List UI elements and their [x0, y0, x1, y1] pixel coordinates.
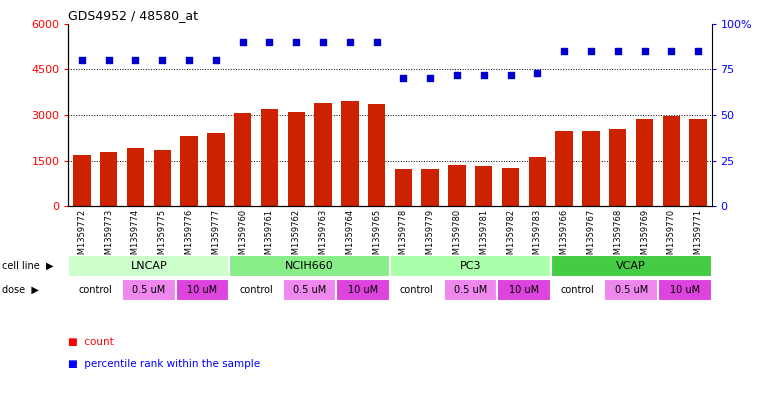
Bar [395, 169, 412, 206]
Point [505, 72, 517, 78]
Text: ■  percentile rank within the sample: ■ percentile rank within the sample [68, 358, 260, 369]
Bar [283, 279, 336, 301]
Point [585, 48, 597, 54]
Bar [390, 255, 551, 277]
Bar [68, 255, 229, 277]
Text: control: control [239, 285, 273, 295]
Bar [604, 279, 658, 301]
Bar [556, 131, 573, 206]
Bar [154, 150, 171, 206]
Bar [229, 279, 283, 301]
Point [397, 75, 409, 82]
Point [638, 48, 651, 54]
Text: PC3: PC3 [460, 261, 481, 271]
Bar [551, 279, 604, 301]
Bar [422, 169, 439, 206]
Bar [288, 112, 305, 206]
Text: GDS4952 / 48580_at: GDS4952 / 48580_at [68, 9, 199, 22]
Text: NCIH660: NCIH660 [285, 261, 334, 271]
Point [263, 39, 275, 45]
Bar [341, 101, 358, 206]
Point [129, 57, 142, 63]
Text: control: control [561, 285, 594, 295]
Text: ■  count: ■ count [68, 337, 114, 347]
Text: control: control [78, 285, 112, 295]
Text: 10 uM: 10 uM [187, 285, 218, 295]
Text: 0.5 uM: 0.5 uM [293, 285, 326, 295]
Text: 10 uM: 10 uM [509, 285, 539, 295]
Text: 0.5 uM: 0.5 uM [615, 285, 648, 295]
Point [531, 70, 543, 76]
Bar [100, 151, 117, 206]
Point [478, 72, 490, 78]
Point [692, 48, 704, 54]
Point [344, 39, 356, 45]
Bar [234, 114, 251, 206]
Bar [658, 279, 712, 301]
Point [371, 39, 383, 45]
Point [210, 57, 222, 63]
Bar [68, 279, 122, 301]
Text: 0.5 uM: 0.5 uM [132, 285, 165, 295]
Point [290, 39, 302, 45]
Bar [609, 129, 626, 206]
Bar [261, 109, 279, 206]
Bar [176, 279, 229, 301]
Bar [551, 255, 712, 277]
Point [237, 39, 249, 45]
Point [317, 39, 329, 45]
Point [103, 57, 115, 63]
Bar [582, 131, 600, 206]
Bar [127, 149, 144, 206]
Point [424, 75, 436, 82]
Bar [314, 103, 332, 206]
Text: 10 uM: 10 uM [670, 285, 700, 295]
Bar [207, 133, 224, 206]
Text: cell line  ▶: cell line ▶ [2, 261, 53, 271]
Bar [122, 279, 176, 301]
Bar [663, 116, 680, 206]
Point [451, 72, 463, 78]
Point [183, 57, 195, 63]
Bar [689, 119, 707, 206]
Text: VCAP: VCAP [616, 261, 646, 271]
Bar [368, 104, 385, 206]
Text: dose  ▶: dose ▶ [2, 285, 38, 295]
Bar [497, 279, 551, 301]
Bar [229, 255, 390, 277]
Bar [501, 168, 519, 206]
Point [665, 48, 677, 54]
Bar [73, 154, 91, 206]
Text: 0.5 uM: 0.5 uM [454, 285, 487, 295]
Bar [180, 136, 198, 206]
Point [156, 57, 168, 63]
Text: LNCAP: LNCAP [130, 261, 167, 271]
Bar [475, 166, 492, 206]
Point [612, 48, 624, 54]
Text: 10 uM: 10 uM [348, 285, 378, 295]
Bar [529, 157, 546, 206]
Bar [636, 119, 653, 206]
Bar [390, 279, 444, 301]
Point [558, 48, 570, 54]
Bar [448, 165, 466, 206]
Bar [336, 279, 390, 301]
Point [76, 57, 88, 63]
Text: control: control [400, 285, 434, 295]
Bar [444, 279, 497, 301]
